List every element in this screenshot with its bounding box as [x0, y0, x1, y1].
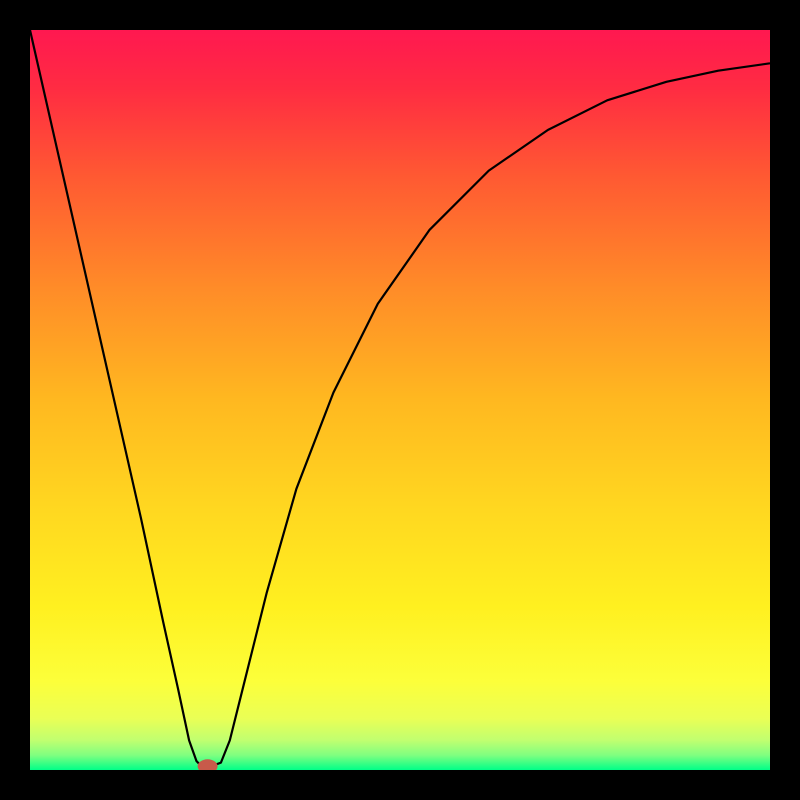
- watermark-text: TheBottlenecker.com: [556, 4, 772, 31]
- curve-overlay: [30, 30, 770, 770]
- plot-area: [30, 30, 770, 770]
- optimal-marker: [198, 759, 218, 770]
- chart-container: TheBottlenecker.com: [0, 0, 800, 800]
- bottleneck-curve: [30, 30, 770, 766]
